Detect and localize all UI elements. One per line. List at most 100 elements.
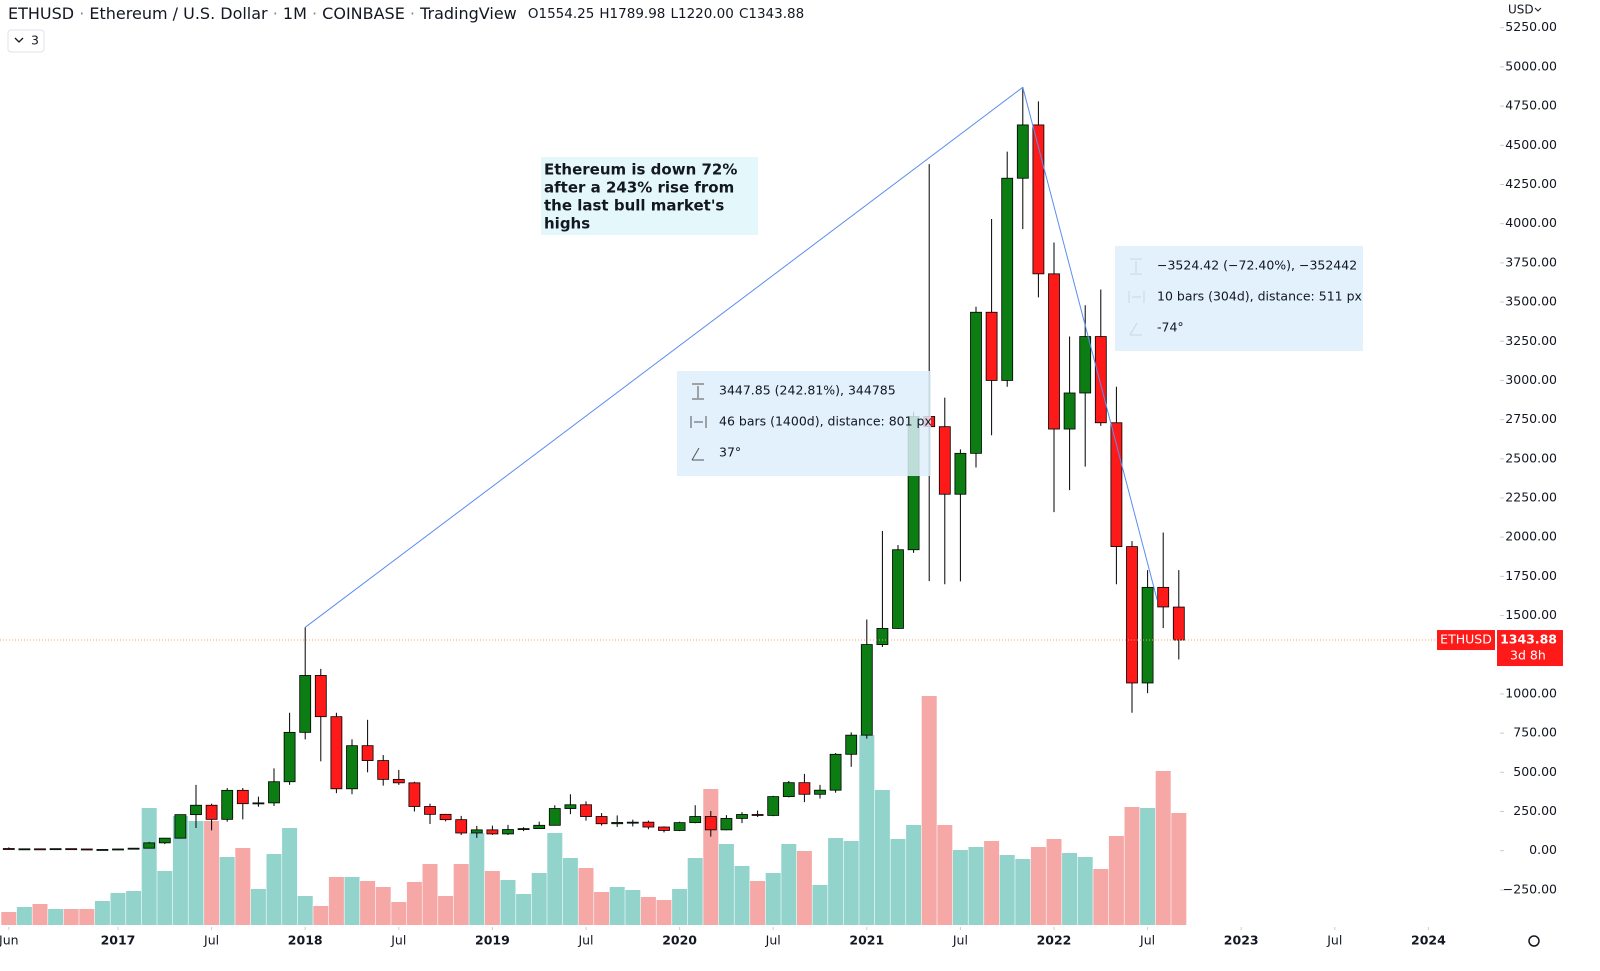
volume-bar [1140, 808, 1156, 925]
candle-body [954, 452, 967, 495]
volume-bar [750, 881, 766, 925]
volume-bar [453, 864, 469, 925]
volume-bar [578, 868, 594, 925]
symbol: ETHUSD [8, 4, 74, 23]
y-tick-label: 500.00 [1513, 764, 1557, 779]
candle-body [938, 426, 951, 495]
candle-body [486, 829, 499, 835]
candle-body [455, 819, 468, 834]
measure-text: 10 bars (304d), distance: 511 px [1157, 289, 1362, 304]
icon [691, 447, 704, 461]
volume-bar [282, 828, 298, 925]
volume-bar [235, 848, 251, 925]
indicator-toggle[interactable]: 3 [7, 29, 45, 53]
y-tick-label: 2500.00 [1505, 450, 1557, 465]
y-tick-label: 5250.00 [1505, 19, 1557, 34]
source: TradingView [419, 4, 517, 23]
candle-body [1048, 273, 1060, 430]
volume-bar [984, 841, 1000, 925]
volume-bar [921, 696, 937, 925]
separator: · [312, 4, 317, 23]
x-tick-label: Jul [577, 933, 593, 948]
volume-bar [16, 907, 32, 925]
volume-bar [828, 838, 844, 925]
x-tick-label: 2022 [1037, 933, 1072, 948]
volume-bar [391, 902, 407, 925]
y-tick-label: 4250.00 [1505, 176, 1557, 191]
y-tick-label: 3000.00 [1505, 372, 1557, 387]
candle-body [49, 848, 62, 851]
y-tick-label: 3500.00 [1505, 294, 1557, 309]
y-tick-label: 0.00 [1529, 842, 1557, 857]
candle-body [611, 822, 624, 825]
candle-body [346, 745, 358, 790]
trend-line [304, 86, 1024, 628]
candle-body [751, 814, 764, 816]
symbol-label: ETHUSD [1440, 632, 1492, 647]
measure-text: 46 bars (1400d), distance: 801 px [719, 414, 932, 429]
candle-body [736, 814, 748, 819]
x-tick-label: Jul [390, 933, 406, 948]
candle-body [127, 847, 140, 850]
candle-body [892, 549, 904, 629]
candle-body [1157, 586, 1170, 608]
volume-bar [906, 825, 922, 925]
x-tick-label: Jul [1326, 933, 1342, 948]
description: Ethereum / U.S. Dollar [89, 4, 268, 23]
ohlc-open: O1554.25 [528, 6, 594, 22]
candle-body [2, 848, 15, 850]
volume-bar [94, 901, 110, 925]
interval: 1M [283, 4, 307, 23]
x-tick-label: Jul [203, 933, 219, 948]
volume-bar [656, 900, 672, 925]
measure-text: 3447.85 (242.81%), 344785 [719, 383, 896, 398]
volume-bar [609, 887, 625, 925]
volume-bar [1, 912, 17, 925]
indicator-count: 3 [31, 33, 39, 48]
volume-bar [516, 894, 532, 925]
volume-bar [1077, 857, 1093, 925]
volume-bar [500, 880, 516, 925]
candle-body [252, 802, 265, 805]
candle-body [174, 814, 187, 839]
candle-body [221, 789, 234, 820]
candle-body [1172, 606, 1185, 641]
volume-bar [32, 904, 48, 925]
gear[interactable] [1528, 935, 1540, 947]
candle-body [767, 796, 780, 816]
candle-body [1094, 336, 1107, 424]
candle-body [720, 818, 733, 831]
candle-body [236, 789, 249, 805]
candle-body [860, 644, 873, 736]
volume-bar [1046, 839, 1062, 925]
candle-body [330, 716, 343, 790]
candle-body [112, 848, 124, 851]
note-line: highs [544, 215, 590, 233]
candle-body [424, 806, 436, 815]
volume-bar [313, 906, 329, 925]
volume-bar [859, 735, 875, 925]
y-tick-label: 1500.00 [1505, 607, 1557, 622]
ohlc-high: H1789.98 [599, 6, 665, 22]
candle-body [689, 816, 702, 824]
volume-bar [406, 882, 422, 925]
x-tick-label: Jul [765, 933, 781, 948]
volume-bar [672, 889, 688, 925]
candle-body [876, 628, 889, 645]
volume-bar [1015, 859, 1031, 925]
volume-bar [48, 909, 64, 925]
settings-icon[interactable] [1528, 935, 1540, 947]
volume-bar [110, 893, 126, 925]
y-tick-label: 5000.00 [1505, 58, 1557, 73]
volume-bar [547, 833, 563, 925]
candle-body [704, 816, 717, 831]
volume-bar [79, 909, 95, 925]
volume-bar [1124, 807, 1140, 925]
separator: · [79, 4, 84, 23]
candle-body [798, 782, 811, 795]
currency-menu[interactable]: USD [1508, 3, 1542, 17]
toggle-box[interactable] [7, 29, 45, 53]
candle-body [392, 778, 405, 784]
volume-bar [1155, 771, 1171, 925]
